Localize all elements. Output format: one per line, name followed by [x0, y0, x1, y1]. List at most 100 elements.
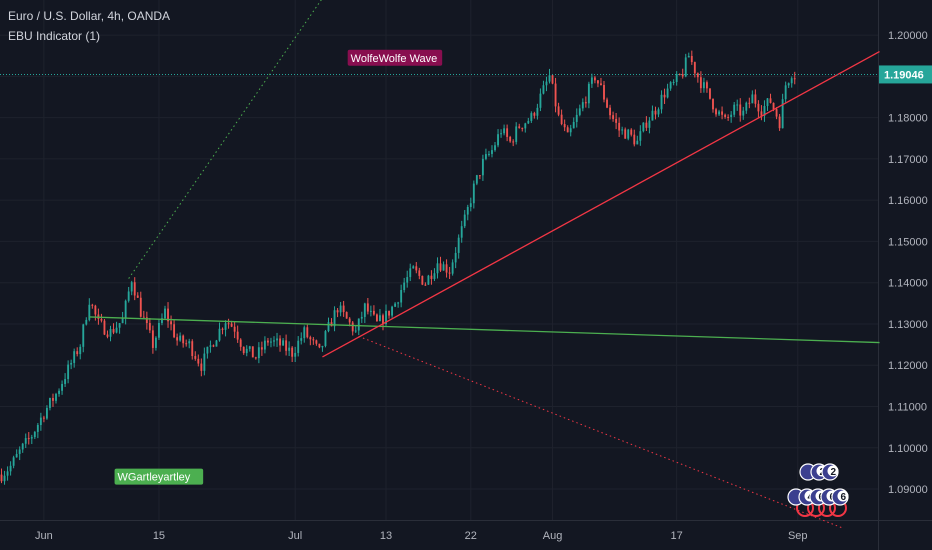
candle-body [324, 331, 327, 346]
candle-body [106, 334, 109, 337]
candle-body [27, 438, 30, 440]
candle-body [406, 277, 409, 283]
time-tick-label: 17 [671, 530, 683, 542]
candle-body [351, 322, 354, 332]
candle-body [294, 352, 297, 357]
candle-body [699, 77, 702, 89]
candle-body [678, 74, 681, 76]
candle-body [593, 77, 596, 81]
annotation-label-bg[interactable] [114, 468, 204, 485]
trend-line-green-dotted[interactable] [128, 0, 326, 279]
candle-body [536, 107, 539, 116]
candle-body [757, 103, 760, 112]
indicator-title[interactable]: EBU Indicator (1) [8, 29, 101, 43]
candle-body [49, 398, 51, 408]
annotation-label-bg[interactable] [347, 49, 443, 66]
candle-body [763, 105, 766, 116]
candle-body [709, 88, 711, 99]
trend-line-red-dotted[interactable] [358, 335, 844, 529]
candle-body [769, 98, 772, 103]
annotation-label[interactable]: WolfeWolfe Wave [351, 53, 438, 65]
candle-body [30, 437, 33, 439]
candle-body [775, 109, 778, 117]
price-tick-label: 1.11000 [888, 402, 927, 414]
candle-body [724, 114, 727, 117]
candle-body [224, 323, 227, 330]
trend-line-red-support[interactable] [322, 51, 880, 358]
candle-body [427, 275, 430, 285]
candle-body [651, 110, 654, 121]
candle-body [36, 424, 39, 432]
candle-body [636, 140, 639, 145]
candle-body [645, 122, 648, 128]
pattern-marker-label: 6 [841, 492, 847, 503]
candle-body [569, 128, 572, 133]
candle-body [145, 317, 148, 324]
candle-body [42, 417, 45, 419]
candle-body [164, 308, 166, 319]
time-tick-label: Jul [288, 530, 302, 542]
candle-body [584, 102, 587, 104]
candle-body [167, 308, 169, 322]
candle-body [572, 121, 575, 129]
candle-body [581, 102, 584, 109]
price-tick-label: 1.15000 [888, 236, 928, 248]
candle-body [52, 398, 54, 401]
candle-body [285, 340, 288, 351]
candle-body [218, 328, 221, 341]
trend-line-green-trend[interactable] [89, 316, 880, 344]
candle-body [118, 323, 121, 328]
candle-body [312, 339, 315, 341]
candle-body [61, 383, 64, 391]
candle-body [170, 321, 172, 325]
candle-body [560, 114, 563, 125]
candle-body [533, 113, 536, 116]
candle-body [182, 335, 185, 344]
candle-body [363, 303, 366, 317]
candle-body [245, 348, 248, 354]
pattern-marker-face [827, 465, 839, 477]
time-tick-label: Sep [788, 530, 808, 542]
candle-body [524, 123, 527, 129]
candle-body [478, 175, 481, 177]
candle-body [612, 115, 615, 119]
price-tick-label: 1.18000 [888, 113, 928, 125]
candle-body [206, 346, 209, 354]
time-tick-label: Aug [543, 530, 563, 542]
candle-body [142, 316, 145, 318]
candle-body [448, 272, 451, 274]
candle-body [600, 83, 602, 86]
candle-body [260, 347, 263, 350]
candle-body [133, 282, 136, 296]
candle-body [669, 82, 672, 89]
candle-body [660, 94, 663, 110]
candle-body [158, 322, 160, 338]
time-tick-label: 22 [465, 530, 477, 542]
candle-body [742, 110, 745, 116]
candle-body [736, 104, 739, 106]
candle-body [151, 330, 154, 348]
candle-body [672, 82, 675, 84]
candle-body [436, 263, 439, 274]
candle-body [394, 303, 397, 307]
symbol-title[interactable]: Euro / U.S. Dollar, 4h, OANDA [8, 9, 171, 23]
candle-body [675, 74, 678, 83]
candle-body [445, 264, 448, 273]
candle-body [24, 438, 27, 444]
last-price-label: 1.19046 [884, 69, 924, 81]
candle-body [306, 327, 309, 338]
candle-body [39, 417, 42, 425]
candle-body [267, 340, 269, 343]
candle-body [369, 310, 372, 312]
candle-body [148, 323, 151, 331]
annotation-label[interactable]: WGartleyartley [118, 472, 191, 484]
candle-body [115, 327, 118, 333]
time-tick-label: 15 [153, 530, 165, 542]
candle-body [360, 316, 363, 319]
candle-body [300, 338, 303, 341]
candle-body [176, 337, 179, 341]
candle-body [315, 340, 318, 344]
candle-body [227, 323, 230, 325]
